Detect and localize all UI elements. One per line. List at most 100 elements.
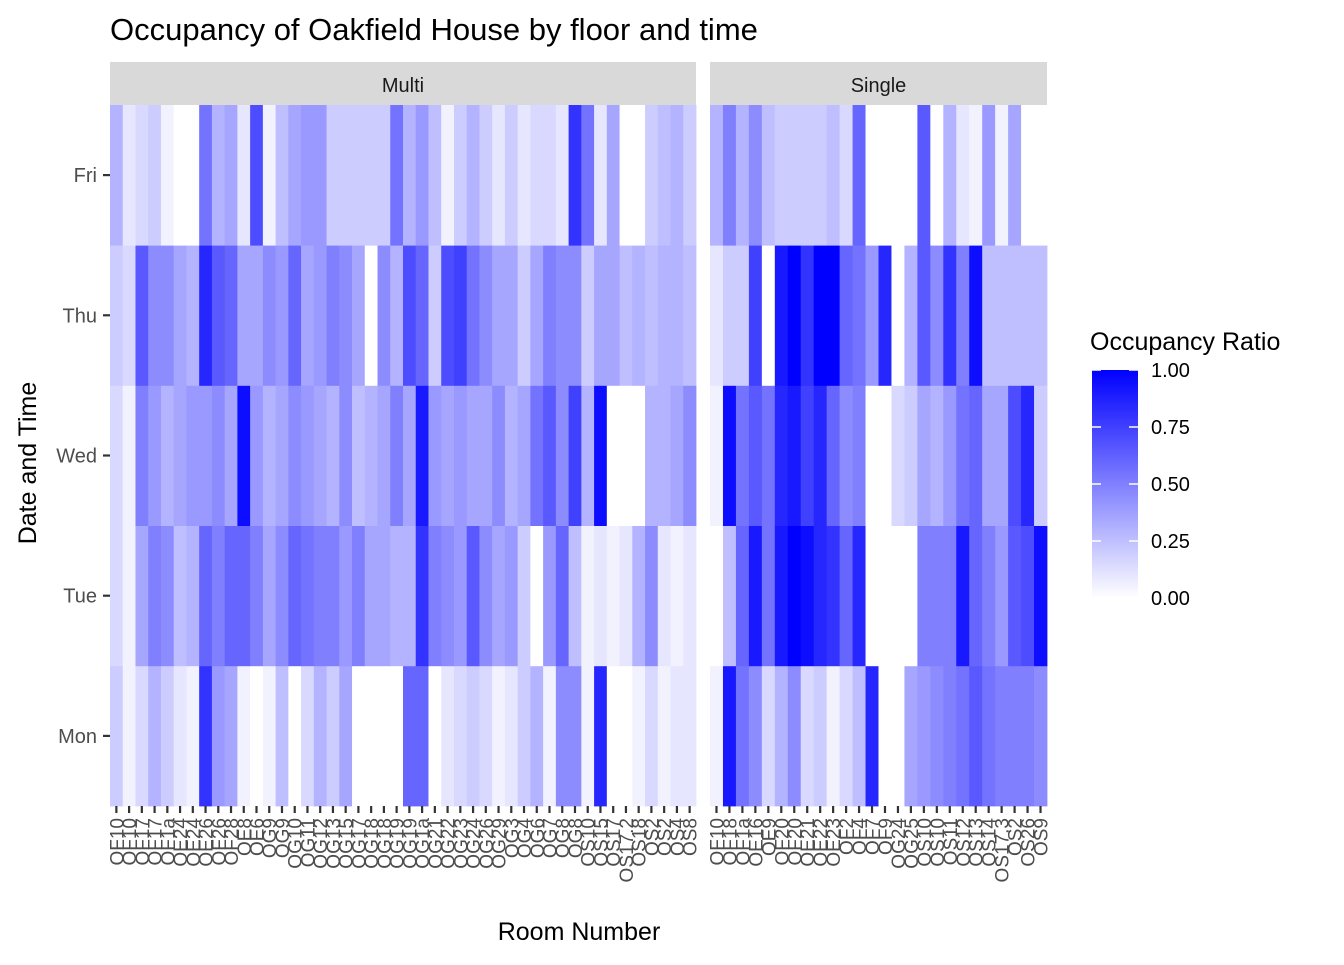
heatmap-tile [722,385,737,526]
heatmap-tile [110,105,124,246]
heatmap-tile [982,665,996,807]
heatmap-tile [504,245,519,386]
heatmap-tile [826,245,841,386]
heatmap-tile [504,665,519,807]
heatmap-tile [735,105,750,246]
heatmap-tile [645,665,659,807]
heatmap-tile [377,665,391,807]
y-axis-label: Date and Time [14,382,42,545]
heatmap-tile [122,385,136,526]
heatmap-tile [377,105,391,246]
heatmap-tile [517,105,531,246]
heatmap-tile [339,665,353,807]
heatmap-tile [466,245,480,386]
x-tick-label: OG8 [566,818,587,858]
heatmap-tile [852,245,866,386]
heatmap-tile [943,245,957,386]
heatmap-tile [839,385,853,526]
x-tick-label: OE24 [171,818,192,867]
heatmap-tile [148,525,162,667]
x-tick-label: OE23 [824,818,845,867]
x-tick-label: OS2 [1006,818,1027,856]
heatmap-tile [555,105,570,246]
heatmap-tile [943,665,957,807]
legend-tick-label: 1.00 [1151,360,1190,382]
heatmap-tile [301,525,315,667]
heatmap-tile [543,105,557,246]
heatmap-tile [390,105,404,246]
heatmap-tile [969,245,983,386]
heatmap-tile [594,105,608,246]
heatmap-tile [568,245,582,386]
heatmap-tile [275,525,289,667]
heatmap-tile [1021,665,1035,807]
x-tick-label: OG24 [464,818,485,869]
heatmap-tile [275,245,289,386]
heatmap-tile [186,245,200,386]
heatmap-tile [288,525,302,667]
heatmap-tile [466,105,480,246]
heatmap-tile [288,385,302,526]
heatmap-tile [787,105,802,246]
x-tick-label: OF20 [772,818,793,866]
heatmap-tile [594,385,608,526]
heatmap-tile [645,385,659,526]
heatmap-tile [160,385,175,526]
heatmap-tile [878,525,892,667]
heatmap-tile [479,525,493,667]
heatmap-tile [930,245,944,386]
heatmap-tile [160,665,175,807]
heatmap-tile [761,385,776,526]
heatmap-tile [891,385,905,526]
heatmap-tile [326,665,340,807]
heatmap-tile [606,105,620,246]
heatmap-tile [403,105,417,246]
heatmap-tile [377,245,391,386]
color-legend: Occupancy Ratio 1.00 0.75 0.50 0.25 0.00 [1090,328,1280,610]
heatmap-tile [313,105,327,246]
x-tick-label: OS17 [604,818,625,867]
heatmap-tile [339,385,353,526]
heatmap-tile [313,525,327,667]
heatmap-tile [453,385,468,526]
heatmap-tile [275,665,289,807]
heatmap-tile [110,665,124,807]
heatmap-tile [479,245,493,386]
heatmap-tile [568,665,582,807]
y-tick-label: Fri [74,165,97,187]
heatmap-tile [543,525,557,667]
x-tick-label: OG19 [400,818,421,869]
x-tick-label: OG18 [375,818,396,869]
heatmap-tile [969,385,983,526]
heatmap-tile [199,665,213,807]
x-tick-label: OG9 [260,818,281,858]
heatmap-tile [1034,245,1048,386]
heatmap-tile [930,385,944,526]
heatmap-tile [122,105,136,246]
x-tick-label: OG1a [413,818,434,869]
heatmap-tile [1034,665,1048,807]
heatmap-tile [619,525,633,667]
heatmap-tile [774,525,789,667]
heatmap-tile [891,105,905,246]
heatmap-tile [878,665,892,807]
x-tick-label: OE26 [197,818,218,867]
heatmap-tile [787,385,802,526]
heatmap-tile [504,525,519,667]
heatmap-tile [352,105,366,246]
heatmap-tile [865,385,879,526]
heatmap-tile [657,525,671,667]
heatmap-tile [148,665,162,807]
heatmap-tile [135,105,149,246]
x-tick-label: OG12 [311,818,332,869]
x-tick-label: OS10 [579,818,600,867]
heatmap-tile [403,245,417,386]
x-tick-label: OE6 [248,818,269,856]
facet-panel-single: Single OF10OF18OF1aOE16OE9OF20OF20OE21OE2… [708,62,1053,882]
heatmap-tile [530,665,544,807]
heatmap-tile [364,105,378,246]
heatmap-tile [415,105,429,246]
heatmap-tile [943,105,957,246]
heatmap-tile [657,665,671,807]
heatmap-tile [722,245,737,386]
